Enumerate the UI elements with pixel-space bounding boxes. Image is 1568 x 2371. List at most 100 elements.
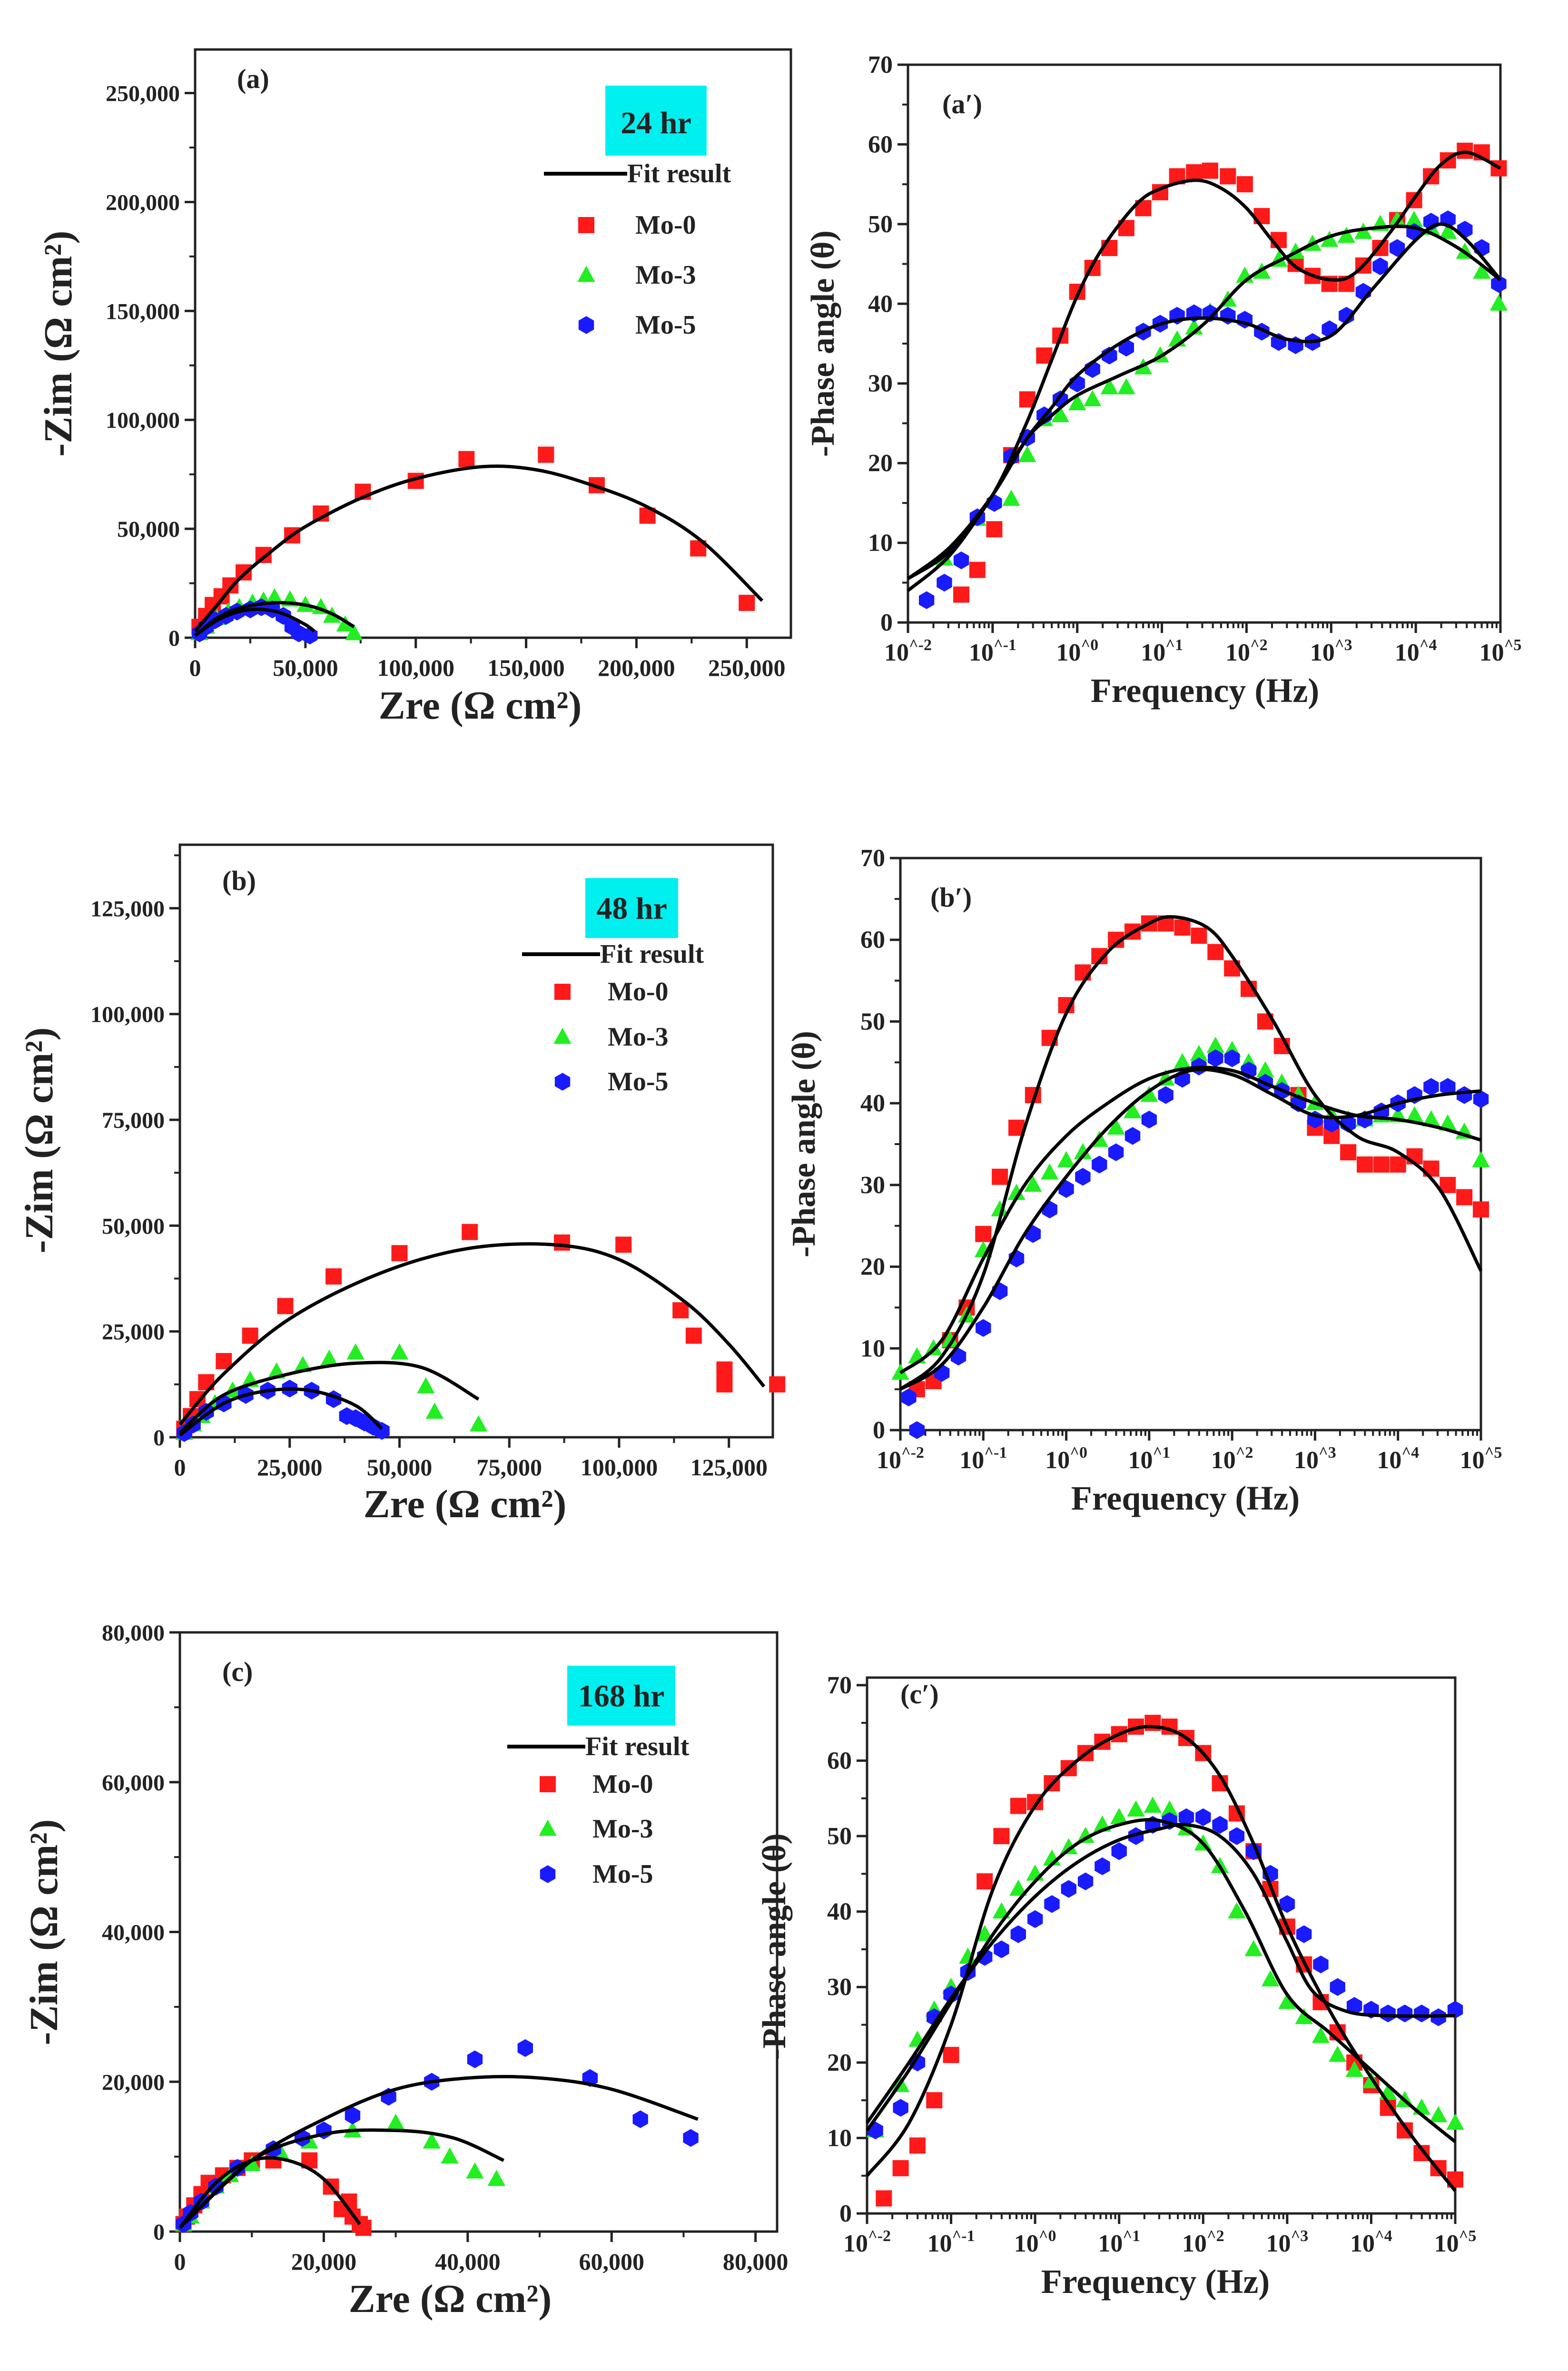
tick-exponent: ^-1 xyxy=(994,636,1016,654)
x-axis-title: Frequency (Hz) xyxy=(1071,1479,1300,1517)
data-point-triangle xyxy=(1312,2026,1330,2043)
data-point-square xyxy=(1186,164,1203,181)
data-point-hexagon xyxy=(1092,1156,1107,1174)
data-point-square xyxy=(1010,1798,1026,1814)
tick-exponent: ^0 xyxy=(1039,2227,1056,2245)
legend-series-label: Mo-3 xyxy=(608,1022,669,1052)
data-point-triangle xyxy=(1068,394,1086,411)
data-point-square xyxy=(277,1298,294,1314)
data-point-hexagon xyxy=(1380,2005,1396,2023)
fit-line-mo-3 xyxy=(899,1066,1481,1374)
fit-line-mo-0 xyxy=(907,150,1501,580)
legend-series-label: Mo-0 xyxy=(592,1769,653,1799)
x-tick-label: 10^0 xyxy=(1014,2227,1056,2257)
data-point-hexagon xyxy=(901,1388,917,1407)
tick-exponent: ^3 xyxy=(1291,2227,1308,2245)
data-point-triangle xyxy=(1076,1827,1095,1843)
legend-series-label: Mo-3 xyxy=(592,1814,653,1844)
data-point-square xyxy=(1357,1156,1373,1173)
data-point-triangle xyxy=(1057,1151,1075,1167)
x-tick-label: 75,000 xyxy=(476,1454,542,1481)
y-tick-label: 50,000 xyxy=(102,1214,165,1239)
data-point-square xyxy=(716,1361,733,1378)
data-point-hexagon xyxy=(683,2129,699,2147)
x-tick-label: 250,000 xyxy=(708,654,786,681)
y-tick-label: 150,000 xyxy=(106,299,180,324)
y-tick-label: 50,000 xyxy=(117,517,180,542)
plot-frame xyxy=(866,1676,1457,2215)
data-point-hexagon xyxy=(1372,257,1388,276)
data-point-square xyxy=(458,451,475,467)
data-point-square xyxy=(672,1302,689,1319)
x-tick-label: 100,000 xyxy=(581,1454,658,1481)
tick-base: 10 xyxy=(1056,639,1081,666)
legend: 48 hr Fit result Mo-0 Mo-3 Mo-5 xyxy=(522,878,704,1097)
data-point-triangle xyxy=(336,615,355,632)
legend-fit-label: Fit result xyxy=(627,159,731,188)
data-point-triangle xyxy=(441,2147,459,2164)
plot-frame xyxy=(899,857,1482,1432)
data-point-square xyxy=(1390,1156,1406,1173)
duration-badge-text: 168 hr xyxy=(578,1679,665,1714)
fit-line-mo-5 xyxy=(194,607,316,637)
chart-a: 0 50,000 100,000 150,000 200,000 250,000 0 50,0… xyxy=(36,48,792,728)
panel-label: (a) xyxy=(237,63,269,94)
data-point-hexagon xyxy=(1010,1925,1026,1943)
data-point-hexagon xyxy=(1141,1110,1157,1129)
data-point-square xyxy=(1373,1156,1390,1173)
data-point-hexagon xyxy=(517,2039,533,2057)
x-tick-label: 10^5 xyxy=(1434,2227,1477,2257)
legend-series-label: Mo-0 xyxy=(608,977,669,1007)
data-point-triangle xyxy=(1405,1106,1424,1123)
y-tick-label: 40 xyxy=(827,1898,852,1926)
data-point-hexagon xyxy=(918,591,935,609)
data-point-triangle xyxy=(1206,1037,1224,1053)
y-tick-label: 100,000 xyxy=(90,1002,165,1027)
y-tick-label: 60 xyxy=(868,131,893,158)
data-point-hexagon xyxy=(1178,1808,1194,1827)
tick-exponent: ^-2 xyxy=(909,636,932,654)
data-point-square xyxy=(909,2137,926,2154)
data-point-square xyxy=(615,1236,632,1253)
y-tick-label: 30 xyxy=(868,370,893,397)
data-point-triangle xyxy=(1321,230,1339,247)
y-tick-label: 40 xyxy=(868,290,893,317)
legend-fit-label: Fit result xyxy=(585,1732,690,1761)
data-point-hexagon xyxy=(1195,1808,1211,1827)
x-tick-label: 40,000 xyxy=(435,2248,501,2275)
y-tick-label: 70 xyxy=(827,1672,852,1699)
data-point-triangle xyxy=(1024,1176,1042,1192)
y-tick-label: 125,000 xyxy=(90,896,165,921)
data-point-triangle xyxy=(1127,1800,1145,1817)
tick-exponent: ^4 xyxy=(1420,636,1437,654)
data-point-hexagon xyxy=(467,2050,483,2068)
y-tick-label: 0 xyxy=(873,1417,885,1444)
fit-line-mo-3 xyxy=(866,1818,1457,2144)
y-tick-label: 60,000 xyxy=(102,1770,165,1796)
plot-area xyxy=(190,446,764,645)
y-tick-label: 20 xyxy=(827,2049,852,2076)
x-axis-title: Zre (Ω cm²) xyxy=(349,2277,552,2321)
data-point-hexagon xyxy=(1061,1880,1076,1898)
tick-base: 10 xyxy=(1395,639,1420,666)
data-point-hexagon xyxy=(1095,1857,1110,1876)
x-tick-label: 10^1 xyxy=(1128,1444,1170,1474)
x-tick-label: 0 xyxy=(189,654,201,681)
x-axis-title: Frequency (Hz) xyxy=(1091,672,1320,710)
data-point-triangle xyxy=(1439,223,1457,239)
data-point-triangle xyxy=(1173,1053,1192,1069)
x-tick-label: 50,000 xyxy=(367,1454,433,1481)
tick-exponent: ^4 xyxy=(1375,2227,1392,2245)
data-point-triangle xyxy=(577,266,595,282)
tick-exponent: ^5 xyxy=(1504,636,1522,654)
data-point-hexagon xyxy=(1474,239,1490,257)
data-point-square xyxy=(1456,1189,1473,1205)
data-point-hexagon xyxy=(1414,2005,1430,2023)
data-point-hexagon xyxy=(1108,1143,1124,1161)
y-tick-label: 70 xyxy=(860,845,885,872)
data-point-square xyxy=(975,1225,992,1242)
plot-area xyxy=(891,915,1490,1439)
tick-base: 10 xyxy=(1211,1447,1236,1474)
data-point-triangle xyxy=(1007,1184,1026,1200)
